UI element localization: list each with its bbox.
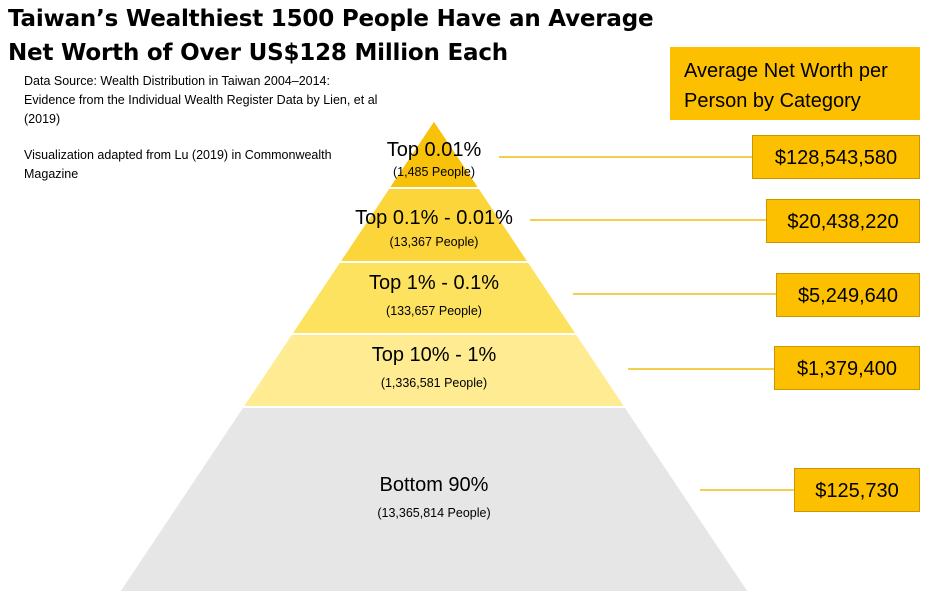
tier-category-label: Top 1% - 0.1% (368, 272, 500, 294)
tier-people-count: (133,657 People) (386, 304, 482, 318)
tier-people-count: (13,367 People) (389, 235, 479, 249)
tier-people-count: (1,485 People) (392, 165, 476, 179)
tier-people-count: (13,365,814 People) (377, 506, 491, 520)
average-net-worth-value: $5,249,640 (776, 273, 920, 317)
tier-category-label: Bottom 90% (379, 474, 489, 496)
tier-category-label: Top 0.1% - 0.01% (355, 207, 513, 229)
tier-label: Bottom 90% (13,365,814 People) (377, 473, 490, 521)
value-header-line-2: Person by Category (684, 90, 861, 112)
average-net-worth-value: $1,379,400 (774, 346, 920, 390)
pyramid-tier-5 (117, 406, 751, 593)
tier-label: Top 1% - 0.1% (133,657 People) (369, 271, 499, 319)
tier-label: Top 10% - 1% (1,336,581 People) (372, 343, 497, 391)
tier-people-count: (1,336,581 People) (380, 376, 488, 390)
average-net-worth-value: $128,543,580 (752, 135, 920, 179)
tier-label: Top 0.1% - 0.01% (13,367 People) (355, 206, 513, 250)
value-header: Average Net Worth per Person by Category (670, 47, 920, 120)
average-net-worth-value: $20,438,220 (766, 199, 920, 243)
tier-category-label: Top 0.01% (386, 139, 482, 161)
chart-title-line-2: Net Worth of Over US$128 Million Each (8, 40, 508, 66)
chart-title: Taiwan’s Wealthiest 1500 People Have an … (8, 2, 654, 70)
tier-category-label: Top 10% - 1% (371, 344, 497, 366)
average-net-worth-value: $125,730 (794, 468, 920, 512)
visualization-credit-note: Visualization adapted from Lu (2019) in … (24, 148, 332, 181)
data-source-note: Data Source: Wealth Distribution in Taiw… (24, 74, 378, 126)
value-header-line-1: Average Net Worth per (684, 60, 888, 82)
tier-label: Top 0.01% (1,485 People) (387, 138, 482, 180)
chart-title-line-1: Taiwan’s Wealthiest 1500 People Have an … (8, 6, 654, 32)
